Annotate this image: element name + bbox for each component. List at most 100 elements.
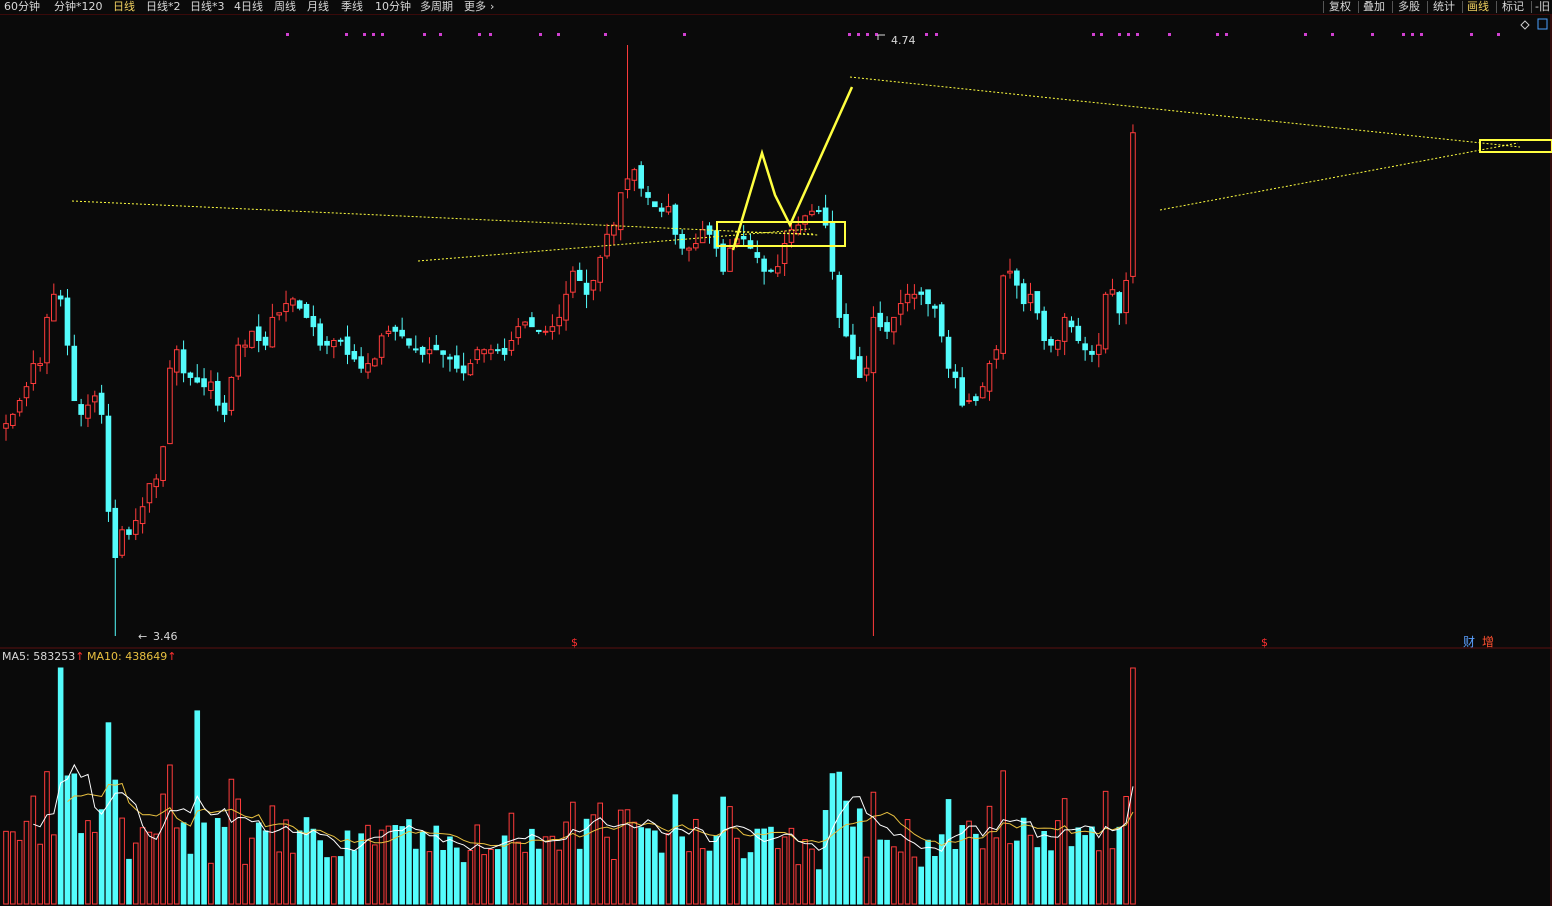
candle xyxy=(549,314,556,340)
tab-60min[interactable]: 60分钟 xyxy=(4,0,40,13)
volume-bar xyxy=(836,771,843,905)
signal-flag xyxy=(286,33,289,36)
candle xyxy=(1130,124,1136,284)
volume-bar xyxy=(447,836,453,905)
dividend-marker: $ xyxy=(1261,636,1268,649)
candle xyxy=(624,45,631,199)
candle xyxy=(843,303,849,338)
volume-bar xyxy=(727,806,733,905)
signal-flag xyxy=(539,33,542,36)
volume-bar xyxy=(37,843,43,905)
volume-bar xyxy=(904,819,911,905)
signal-flag xyxy=(1420,33,1423,36)
volume-bar xyxy=(679,836,685,905)
candle xyxy=(276,312,282,321)
volume-bar xyxy=(85,820,91,905)
tab-old[interactable]: -旧 xyxy=(1535,0,1550,13)
candle xyxy=(720,239,726,275)
chevron-right-icon[interactable]: › xyxy=(490,0,495,13)
signal-flag xyxy=(848,33,851,36)
volume-bar xyxy=(167,764,173,905)
candle xyxy=(23,381,30,407)
volume-bar xyxy=(1075,827,1082,905)
tab-daily3[interactable]: 日线*3 xyxy=(190,0,225,13)
candle xyxy=(597,255,604,292)
candle xyxy=(611,221,617,246)
dividend-marker: $ xyxy=(571,636,578,649)
volume-bar xyxy=(891,846,897,905)
volume-bar xyxy=(501,835,508,905)
candle xyxy=(296,299,303,311)
volume-bar xyxy=(214,818,221,905)
increase-marker: 增 xyxy=(1482,635,1494,649)
tab-daily[interactable]: 日线 xyxy=(113,0,135,13)
candle xyxy=(16,397,23,417)
candle xyxy=(358,347,364,373)
candle xyxy=(658,203,665,218)
signal-flag xyxy=(1100,33,1103,36)
tab-daily2[interactable]: 日线*2 xyxy=(146,0,181,13)
volume-bar xyxy=(932,856,938,905)
candle xyxy=(160,445,166,487)
volume-bars xyxy=(3,667,1136,905)
candle xyxy=(952,364,959,389)
candle xyxy=(795,216,802,236)
candle xyxy=(78,398,84,427)
volume-bar xyxy=(132,842,139,905)
tab-4day[interactable]: 4日线 xyxy=(234,0,263,13)
tab-drawing[interactable]: 画线 xyxy=(1467,0,1489,13)
volume-bar xyxy=(604,836,610,905)
tab-adjust[interactable]: 复权 xyxy=(1329,0,1351,13)
trend-line xyxy=(849,76,1521,148)
candle xyxy=(1096,333,1102,368)
tab-more[interactable]: 更多 xyxy=(464,0,486,13)
tab-mark[interactable]: 标记 xyxy=(1502,0,1524,13)
volume-bar xyxy=(153,833,160,905)
volume-bar xyxy=(1000,770,1006,905)
tab-monthly[interactable]: 月线 xyxy=(307,0,329,13)
volume-bar xyxy=(324,857,330,905)
volume-bar xyxy=(1048,850,1054,905)
signal-flag xyxy=(1168,33,1171,36)
candle xyxy=(440,350,446,368)
candle xyxy=(870,306,877,636)
volume-bar xyxy=(146,831,153,905)
tab-multi-period[interactable]: 多周期 xyxy=(420,0,453,13)
candle xyxy=(570,266,576,299)
candle xyxy=(221,395,228,423)
tab-10min[interactable]: 10分钟 xyxy=(375,0,411,13)
candle xyxy=(132,508,139,541)
tab-statistics[interactable]: 统计 xyxy=(1433,0,1455,13)
candle xyxy=(51,283,57,322)
candle xyxy=(529,312,535,328)
candle xyxy=(904,283,911,312)
trend-line xyxy=(417,228,811,262)
candle xyxy=(392,324,399,341)
panel-toggle-icon xyxy=(1537,18,1548,30)
volume-bar xyxy=(979,848,986,905)
divider xyxy=(1462,1,1463,13)
volume-bar xyxy=(64,775,71,905)
candle xyxy=(1020,278,1027,312)
volume-bar xyxy=(665,833,672,905)
candle xyxy=(324,336,330,355)
volume-bar xyxy=(631,821,638,905)
candle xyxy=(918,287,925,306)
volume-bar xyxy=(945,799,952,905)
tab-quarterly[interactable]: 季线 xyxy=(341,0,363,13)
volume-bar xyxy=(255,822,262,905)
tab-min120[interactable]: 分钟*120 xyxy=(54,0,103,13)
candle xyxy=(433,335,440,351)
volume-bar xyxy=(706,850,713,905)
candle xyxy=(119,525,125,559)
low-price-label: 3.46 xyxy=(153,630,178,643)
candle xyxy=(64,289,71,356)
tab-multi-stock[interactable]: 多股 xyxy=(1398,0,1420,13)
volume-bar xyxy=(734,837,740,905)
tab-overlay[interactable]: 叠加 xyxy=(1363,0,1385,13)
tab-weekly[interactable]: 周线 xyxy=(274,0,296,13)
volume-bar xyxy=(686,851,692,905)
volume-bar xyxy=(1014,840,1020,905)
user-drawings[interactable] xyxy=(71,76,1552,262)
